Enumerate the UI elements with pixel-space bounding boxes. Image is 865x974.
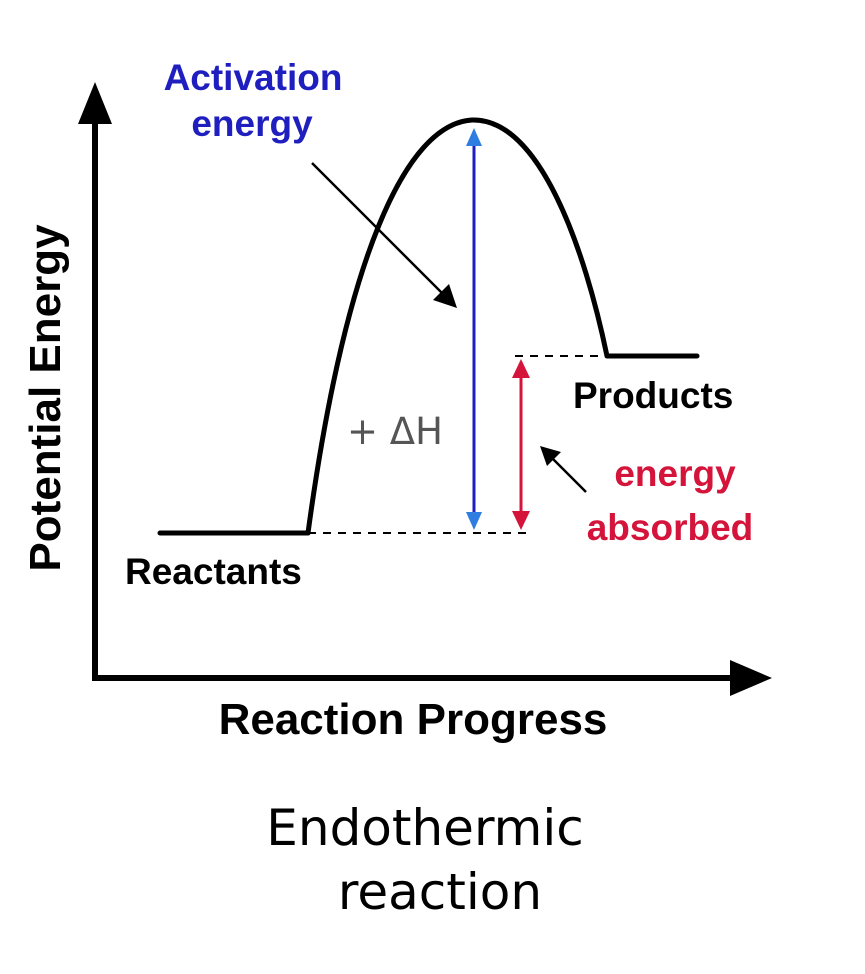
activation-energy-label-line2: energy — [191, 103, 313, 144]
y-axis — [78, 82, 112, 678]
caption-line2: reaction — [338, 863, 542, 921]
arrow-down-icon — [512, 511, 530, 530]
x-axis — [92, 660, 772, 696]
activation-energy-arrow — [466, 128, 482, 530]
activation-pointer-arrow — [311, 162, 457, 308]
activation-energy-label-line1: Activation — [164, 57, 343, 98]
x-axis-arrow-icon — [730, 660, 772, 696]
arrow-up-icon — [512, 359, 530, 378]
reactants-label: Reactants — [125, 551, 302, 592]
y-axis-arrow-icon — [78, 82, 112, 124]
arrow-down-icon — [466, 512, 482, 530]
x-axis-label: Reaction Progress — [219, 695, 608, 744]
arrow-up-icon — [466, 128, 482, 146]
delta-h-label: + ΔH — [347, 410, 443, 453]
absorbed-pointer-arrow — [540, 446, 587, 493]
products-label: Products — [573, 375, 733, 416]
y-axis-label: Potential Energy — [21, 224, 70, 572]
energy-absorbed-label-line2: absorbed — [587, 507, 754, 548]
energy-absorbed-arrow — [512, 359, 530, 530]
energy-absorbed-label-line1: energy — [614, 453, 736, 494]
energy-curve — [157, 117, 700, 536]
pointer-head-icon — [433, 284, 457, 308]
caption-line1: Endothermic — [266, 799, 583, 857]
pointer-head-icon — [540, 446, 561, 466]
